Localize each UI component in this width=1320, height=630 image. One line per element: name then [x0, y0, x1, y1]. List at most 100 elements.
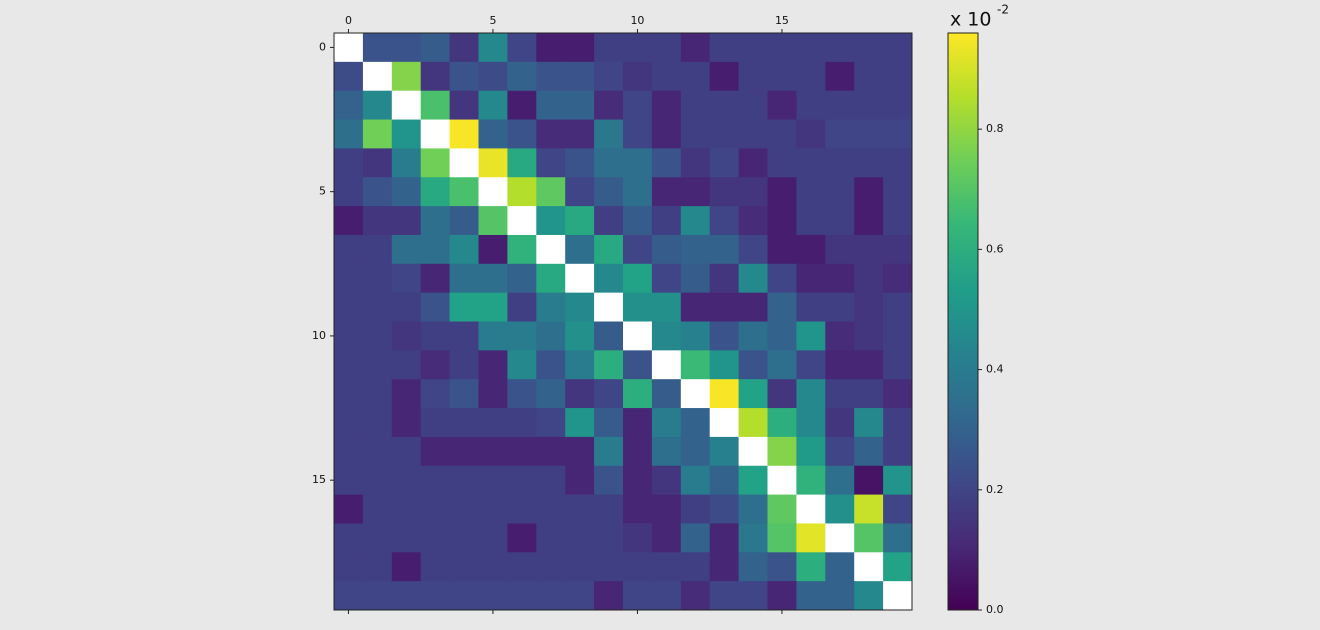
cell [680, 61, 711, 92]
cell [478, 465, 508, 496]
cell [623, 436, 653, 467]
cell [854, 292, 884, 322]
cell [738, 552, 768, 582]
cell [334, 148, 364, 178]
cell [623, 408, 653, 438]
cell [883, 465, 913, 496]
cell [738, 494, 768, 524]
cell [796, 263, 826, 294]
cell [854, 33, 884, 63]
colorbar-tick-label: 0.0 [986, 603, 1004, 616]
cell [651, 465, 682, 496]
cell [709, 177, 740, 207]
cell [651, 119, 682, 149]
cell [825, 90, 855, 121]
cell [854, 408, 884, 438]
cell [449, 119, 479, 149]
cell [478, 148, 508, 178]
cell [334, 61, 364, 92]
cell [767, 552, 797, 582]
cell [334, 379, 364, 409]
cell [420, 408, 451, 438]
cell [449, 33, 479, 63]
cell [767, 263, 797, 294]
masked-cell [391, 90, 422, 121]
cell [507, 263, 537, 294]
cell [565, 148, 595, 178]
cell [825, 148, 855, 178]
cell [594, 581, 624, 611]
cell [854, 206, 884, 236]
cell [883, 263, 913, 294]
plot-frame [333, 32, 913, 611]
cell [651, 234, 682, 265]
cell [680, 350, 711, 380]
cell [594, 206, 624, 236]
cell [334, 177, 364, 207]
cell [883, 177, 913, 207]
cell [680, 494, 711, 524]
cell [391, 436, 422, 467]
cell [362, 234, 393, 265]
cell [565, 292, 595, 322]
cell [420, 234, 451, 265]
cell [507, 61, 537, 92]
y-tick-label: 0 [319, 40, 326, 53]
y-tick-label: 5 [319, 185, 326, 198]
cell [536, 408, 566, 438]
cell [825, 436, 855, 467]
cell [536, 148, 566, 178]
cell [362, 436, 393, 467]
cell [420, 350, 451, 380]
cell [420, 465, 451, 496]
cell [478, 581, 508, 611]
cell [594, 350, 624, 380]
cell [334, 90, 364, 121]
cell [825, 408, 855, 438]
cell [565, 408, 595, 438]
cell [883, 234, 913, 265]
cell [623, 263, 653, 294]
cell [334, 581, 364, 611]
cell [680, 206, 711, 236]
cell [767, 206, 797, 236]
cell [449, 465, 479, 496]
cell [362, 33, 393, 63]
cell [709, 263, 740, 294]
cell [420, 379, 451, 409]
cell [536, 379, 566, 409]
cell [449, 234, 479, 265]
cell [391, 263, 422, 294]
cell [478, 552, 508, 582]
cell [449, 90, 479, 121]
masked-cell [565, 263, 595, 294]
cell [883, 292, 913, 322]
cell [565, 234, 595, 265]
cell [767, 379, 797, 409]
cell [420, 436, 451, 467]
cell [334, 350, 364, 380]
masked-cell [738, 436, 768, 467]
cell [507, 148, 537, 178]
masked-cell [362, 61, 393, 92]
cell [825, 581, 855, 611]
cell [362, 206, 393, 236]
cell [362, 552, 393, 582]
cell [825, 552, 855, 582]
cell [854, 321, 884, 351]
cell [854, 119, 884, 149]
cell [709, 119, 740, 149]
cell [651, 321, 682, 351]
cell [796, 206, 826, 236]
cell [420, 494, 451, 524]
cell [507, 465, 537, 496]
cell [536, 494, 566, 524]
cell [767, 408, 797, 438]
masked-cell [709, 408, 740, 438]
cell [449, 177, 479, 207]
cell [507, 408, 537, 438]
cell [391, 379, 422, 409]
cell [825, 350, 855, 380]
cell [391, 206, 422, 236]
cell [883, 552, 913, 582]
